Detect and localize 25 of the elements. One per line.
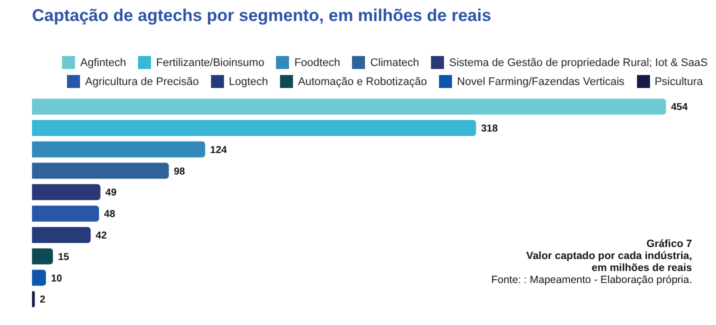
data-label: 2: [40, 294, 46, 306]
data-label: 42: [96, 230, 108, 242]
data-label: 454: [671, 102, 688, 114]
annotation: Fonte: : Mapeamento - Elaboração própria.: [491, 274, 692, 286]
data-label: 124: [210, 144, 228, 156]
annotation: Gráfico 7: [645, 238, 692, 250]
legend-label: Foodtech: [294, 56, 340, 68]
data-label: 318: [481, 124, 498, 135]
legend-label: Psicultura: [654, 76, 703, 88]
data-label: 15: [58, 252, 70, 263]
data-label: 48: [104, 209, 116, 220]
legend-label: Fertilizante/Bioinsumo: [156, 56, 264, 68]
legend-label: Climatech: [370, 56, 420, 68]
legend-label: Novel Farming/Fazendas Verticais: [457, 76, 625, 88]
legend-label: Agfintech: [80, 56, 126, 68]
chart-title: Captação de agtechs por segmento, em milhões de reais: [32, 6, 492, 26]
annotation: em milhões de reais: [590, 262, 692, 274]
legend-label: Sistema de Gestão de propriedade Rural; Iot & SaaS: [449, 56, 708, 68]
legend-label: Logtech: [228, 76, 268, 88]
data-label: 98: [174, 166, 186, 178]
data-label: 49: [105, 188, 117, 199]
legend-label: Agricultura de Precisão: [85, 76, 199, 88]
legend-label: Automação e Robotização: [298, 76, 428, 88]
data-label: 10: [50, 273, 63, 284]
annotation: Valor captado por cada indústria,: [525, 250, 692, 262]
